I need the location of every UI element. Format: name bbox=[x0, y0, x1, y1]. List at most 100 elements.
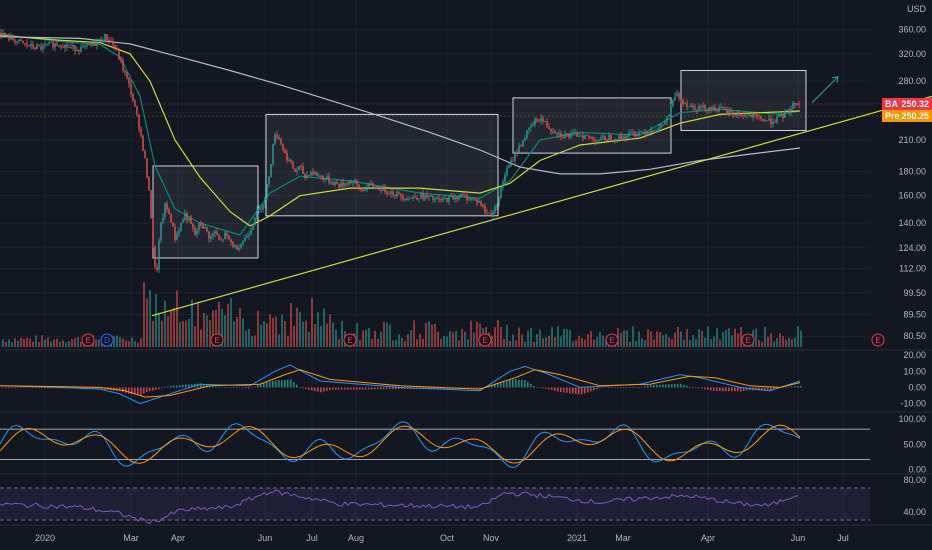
candle-body bbox=[118, 50, 120, 60]
candle-body bbox=[496, 205, 498, 207]
candle-body bbox=[142, 135, 144, 151]
candle-body bbox=[310, 171, 312, 176]
macd-histogram-bar bbox=[548, 387, 550, 390]
macd-histogram-bar bbox=[527, 381, 529, 388]
macd-histogram-bar bbox=[134, 387, 136, 395]
candle-body bbox=[32, 43, 34, 48]
macd-histogram-bar bbox=[542, 387, 544, 389]
candle-body bbox=[432, 195, 434, 200]
macd-histogram-bar bbox=[800, 385, 802, 388]
volume-bar bbox=[335, 329, 337, 347]
macd-tick-label: 20.00 bbox=[903, 350, 926, 360]
macd-histogram-bar bbox=[437, 387, 439, 390]
candle-body bbox=[636, 135, 638, 137]
volume-bar bbox=[44, 339, 46, 347]
candle-body bbox=[584, 135, 586, 139]
candle-body bbox=[480, 201, 482, 206]
candle-body bbox=[358, 184, 360, 190]
macd-histogram-bar bbox=[704, 387, 706, 390]
volume-bar bbox=[233, 321, 235, 347]
macd-histogram-bar bbox=[287, 379, 289, 388]
volume-bar bbox=[683, 339, 685, 347]
volume-bar bbox=[260, 324, 262, 347]
candle-body bbox=[46, 43, 48, 45]
candle-body bbox=[542, 118, 544, 122]
candle-body bbox=[56, 43, 58, 46]
volume-bar bbox=[359, 339, 361, 347]
candle-body bbox=[306, 174, 308, 178]
time-axis[interactable]: 2020 Mar Apr Jun Jul Aug Oct Nov 2021 Mar Apr Jun Ju… bbox=[35, 533, 849, 543]
price-tick-label: 124.00 bbox=[898, 243, 926, 253]
macd-histogram-bar bbox=[50, 387, 52, 389]
macd-histogram-bar bbox=[317, 387, 319, 392]
candle-body bbox=[344, 183, 346, 187]
candle-body bbox=[0, 32, 2, 36]
candle-body bbox=[390, 191, 392, 195]
macd-histogram-bar bbox=[581, 387, 583, 395]
candle-body bbox=[278, 137, 280, 139]
candle-body bbox=[776, 116, 778, 123]
volume-bar bbox=[257, 310, 259, 347]
candle-body bbox=[368, 183, 370, 187]
candle-body bbox=[320, 175, 322, 177]
candle-body bbox=[124, 70, 126, 73]
candle-body bbox=[732, 111, 734, 115]
candle-body bbox=[128, 78, 130, 84]
volume-bar bbox=[137, 342, 139, 347]
candle-body bbox=[702, 105, 704, 108]
candle-body bbox=[66, 44, 68, 48]
candle-body bbox=[572, 132, 574, 134]
macd-histogram-bar bbox=[392, 387, 394, 390]
volume-bar bbox=[509, 340, 511, 347]
volume-bar bbox=[368, 328, 370, 347]
candle-body bbox=[644, 131, 646, 135]
candle-body bbox=[14, 40, 16, 43]
volume-bar bbox=[392, 340, 394, 347]
candle-body bbox=[112, 41, 114, 45]
macd-pane: 20.00 10.00 0.00 -10.00 bbox=[0, 350, 926, 409]
volume-bar bbox=[656, 331, 658, 347]
volume-bar bbox=[668, 337, 670, 347]
candle-body bbox=[200, 222, 202, 226]
candle-body bbox=[426, 195, 428, 197]
macd-histogram-bar bbox=[476, 387, 478, 390]
volume-bar bbox=[140, 338, 142, 347]
candle-body bbox=[388, 193, 390, 195]
macd-histogram-bar bbox=[269, 381, 271, 388]
macd-histogram-bar bbox=[602, 387, 604, 389]
candle-body bbox=[724, 108, 726, 110]
macd-histogram-bar bbox=[23, 387, 25, 389]
volume-bar bbox=[419, 333, 421, 347]
trendline[interactable] bbox=[151, 76, 932, 317]
macd-histogram-bar bbox=[188, 384, 190, 388]
macd-histogram-bar bbox=[176, 385, 178, 388]
volume-bar bbox=[449, 331, 451, 347]
candle-body bbox=[336, 182, 338, 184]
candle-body bbox=[454, 197, 456, 200]
volume-bars bbox=[2, 282, 802, 347]
candle-body bbox=[560, 132, 562, 137]
candle-body bbox=[412, 196, 414, 199]
volume-bar bbox=[629, 341, 631, 347]
candle-body bbox=[244, 237, 246, 242]
candle-body bbox=[420, 193, 422, 199]
volume-bar bbox=[506, 324, 508, 347]
macd-histogram-bar bbox=[35, 387, 37, 389]
rsi-pane: 80.00 40.00 bbox=[0, 475, 926, 525]
volume-bar bbox=[797, 326, 799, 347]
candle-body bbox=[204, 227, 206, 229]
volume-bar bbox=[581, 337, 583, 347]
macd-histogram-bar bbox=[701, 387, 703, 389]
candle-body bbox=[494, 206, 496, 212]
candle-body bbox=[556, 133, 558, 135]
macd-histogram-bar bbox=[782, 387, 784, 388]
candle-body bbox=[582, 135, 584, 139]
macd-histogram-bar bbox=[710, 387, 712, 391]
macd-histogram-bar bbox=[674, 384, 676, 388]
volume-bar bbox=[131, 337, 133, 347]
volume-bar bbox=[41, 335, 43, 347]
macd-histogram-bar bbox=[137, 387, 139, 396]
